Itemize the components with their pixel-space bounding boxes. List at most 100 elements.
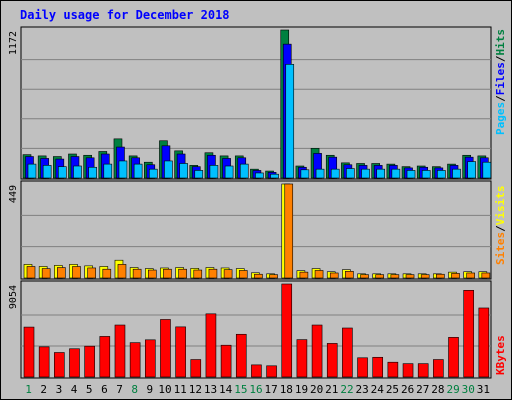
bar-pages-day-9 <box>148 168 158 179</box>
bar-kbytes-day-4 <box>69 348 80 378</box>
bar-sites-day-6 <box>102 268 112 279</box>
legend-part: Hits <box>494 29 507 56</box>
bar-pages-day-19 <box>300 169 310 179</box>
bar-sites-day-25 <box>390 274 400 279</box>
bar-kbytes-day-3 <box>54 352 65 378</box>
bar-sites-day-31 <box>481 272 491 279</box>
x-tick-label-5: 5 <box>86 383 93 396</box>
bar-sites-day-5 <box>87 267 96 279</box>
legend-part: / <box>494 55 507 62</box>
bar-kbytes-day-29 <box>448 337 459 378</box>
x-tick-label-29: 29 <box>446 383 459 396</box>
bar-kbytes-day-10 <box>160 319 171 378</box>
legend-part: Sites <box>494 232 507 265</box>
x-tick-label-14: 14 <box>219 383 233 396</box>
bar-kbytes-day-12 <box>190 359 202 378</box>
x-tick-label-26: 26 <box>401 383 414 396</box>
bar-pages-day-2 <box>42 165 52 179</box>
bar-pages-day-21 <box>330 168 340 179</box>
bar-sites-day-7 <box>117 264 127 279</box>
bar-pages-day-22 <box>346 168 355 179</box>
bar-kbytes-day-30 <box>463 290 474 378</box>
bar-sites-day-4 <box>72 266 81 279</box>
bar-sites-day-3 <box>57 267 66 279</box>
visits-sites-panel: 449 <box>8 180 492 280</box>
x-tick-label-27: 27 <box>416 383 429 396</box>
x-tick-label-22: 22 <box>340 383 353 396</box>
bar-kbytes-day-14 <box>220 344 232 378</box>
bar-sites-day-30 <box>466 272 475 279</box>
x-tick-label-31: 31 <box>477 383 490 396</box>
bar-kbytes-day-22 <box>342 327 353 378</box>
bar-pages-day-28 <box>437 170 446 179</box>
bar-kbytes-day-13 <box>205 313 217 378</box>
bar-pages-day-16 <box>255 172 264 179</box>
legend-part: Pages <box>494 102 507 135</box>
x-tick-label-11: 11 <box>174 383 187 396</box>
y-max-label: 1172 <box>8 31 19 55</box>
bar-sites-day-18 <box>284 183 294 279</box>
bar-sites-day-11 <box>178 268 187 279</box>
bar-sites-day-19 <box>299 271 309 279</box>
bar-sites-day-29 <box>451 273 460 279</box>
bar-kbytes-day-23 <box>357 357 368 378</box>
bar-sites-day-20 <box>314 270 324 279</box>
bar-kbytes-day-21 <box>326 343 338 378</box>
bar-pages-day-23 <box>361 168 370 179</box>
bar-sites-day-26 <box>405 274 415 279</box>
bar-kbytes-day-27 <box>417 363 429 378</box>
bar-kbytes-day-6 <box>99 336 111 378</box>
plot-area <box>20 180 492 280</box>
bar-kbytes-day-28 <box>433 359 444 378</box>
x-tick-label-6: 6 <box>101 383 108 396</box>
bar-kbytes-day-9 <box>144 339 156 378</box>
hits-files-pages-panel: 1172 <box>8 26 492 180</box>
x-tick-label-17: 17 <box>265 383 278 396</box>
chart-title: Daily usage for December 2018 <box>20 8 230 22</box>
bar-pages-day-29 <box>452 168 461 179</box>
bar-pages-day-3 <box>58 166 67 179</box>
bar-pages-day-6 <box>103 163 113 179</box>
x-tick-label-13: 13 <box>204 383 217 396</box>
bar-pages-day-8 <box>133 163 143 179</box>
plot-area <box>20 280 492 379</box>
bar-pages-day-14 <box>224 165 234 179</box>
bar-pages-day-27 <box>421 170 431 179</box>
bar-kbytes-day-16 <box>251 364 262 378</box>
bar-kbytes-day-8 <box>129 342 141 378</box>
bar-sites-day-15 <box>238 270 248 279</box>
x-tick-label-3: 3 <box>56 383 63 396</box>
bar-kbytes-day-15 <box>235 333 247 378</box>
bar-sites-day-21 <box>329 272 339 279</box>
bar-kbytes-day-18 <box>281 283 293 378</box>
bar-kbytes-day-26 <box>402 363 414 378</box>
bar-kbytes-day-5 <box>84 345 95 378</box>
bar-kbytes-day-11 <box>175 326 186 378</box>
bar-sites-day-28 <box>436 273 445 279</box>
bar-pages-day-25 <box>391 168 401 179</box>
bar-pages-day-13 <box>209 165 219 179</box>
bar-pages-day-15 <box>239 163 249 179</box>
bar-pages-day-30 <box>467 161 476 179</box>
x-tick-label-4: 4 <box>71 383 78 396</box>
x-tick-label-9: 9 <box>147 383 154 396</box>
x-tick-label-7: 7 <box>116 383 123 396</box>
bar-sites-day-22 <box>345 271 354 279</box>
x-tick-label-2: 2 <box>40 383 47 396</box>
bar-pages-day-26 <box>406 170 416 179</box>
bar-sites-day-27 <box>420 274 430 279</box>
bar-pages-day-18 <box>285 64 295 179</box>
bar-kbytes-day-17 <box>266 365 277 378</box>
legend-label-panel-1: Sites/Visits <box>494 186 507 266</box>
bar-pages-day-17 <box>270 173 279 179</box>
x-tick-label-28: 28 <box>431 383 444 396</box>
legend-label-panel-0: Pages/Files/Hits <box>494 29 507 135</box>
bar-sites-day-17 <box>269 274 278 279</box>
bar-sites-day-23 <box>360 274 369 279</box>
legend-part: Files <box>494 62 507 95</box>
x-tick-label-24: 24 <box>371 383 385 396</box>
bar-sites-day-8 <box>132 268 142 279</box>
x-tick-label-10: 10 <box>158 383 171 396</box>
x-tick-label-1: 1 <box>25 383 32 396</box>
bar-pages-day-31 <box>482 161 492 179</box>
